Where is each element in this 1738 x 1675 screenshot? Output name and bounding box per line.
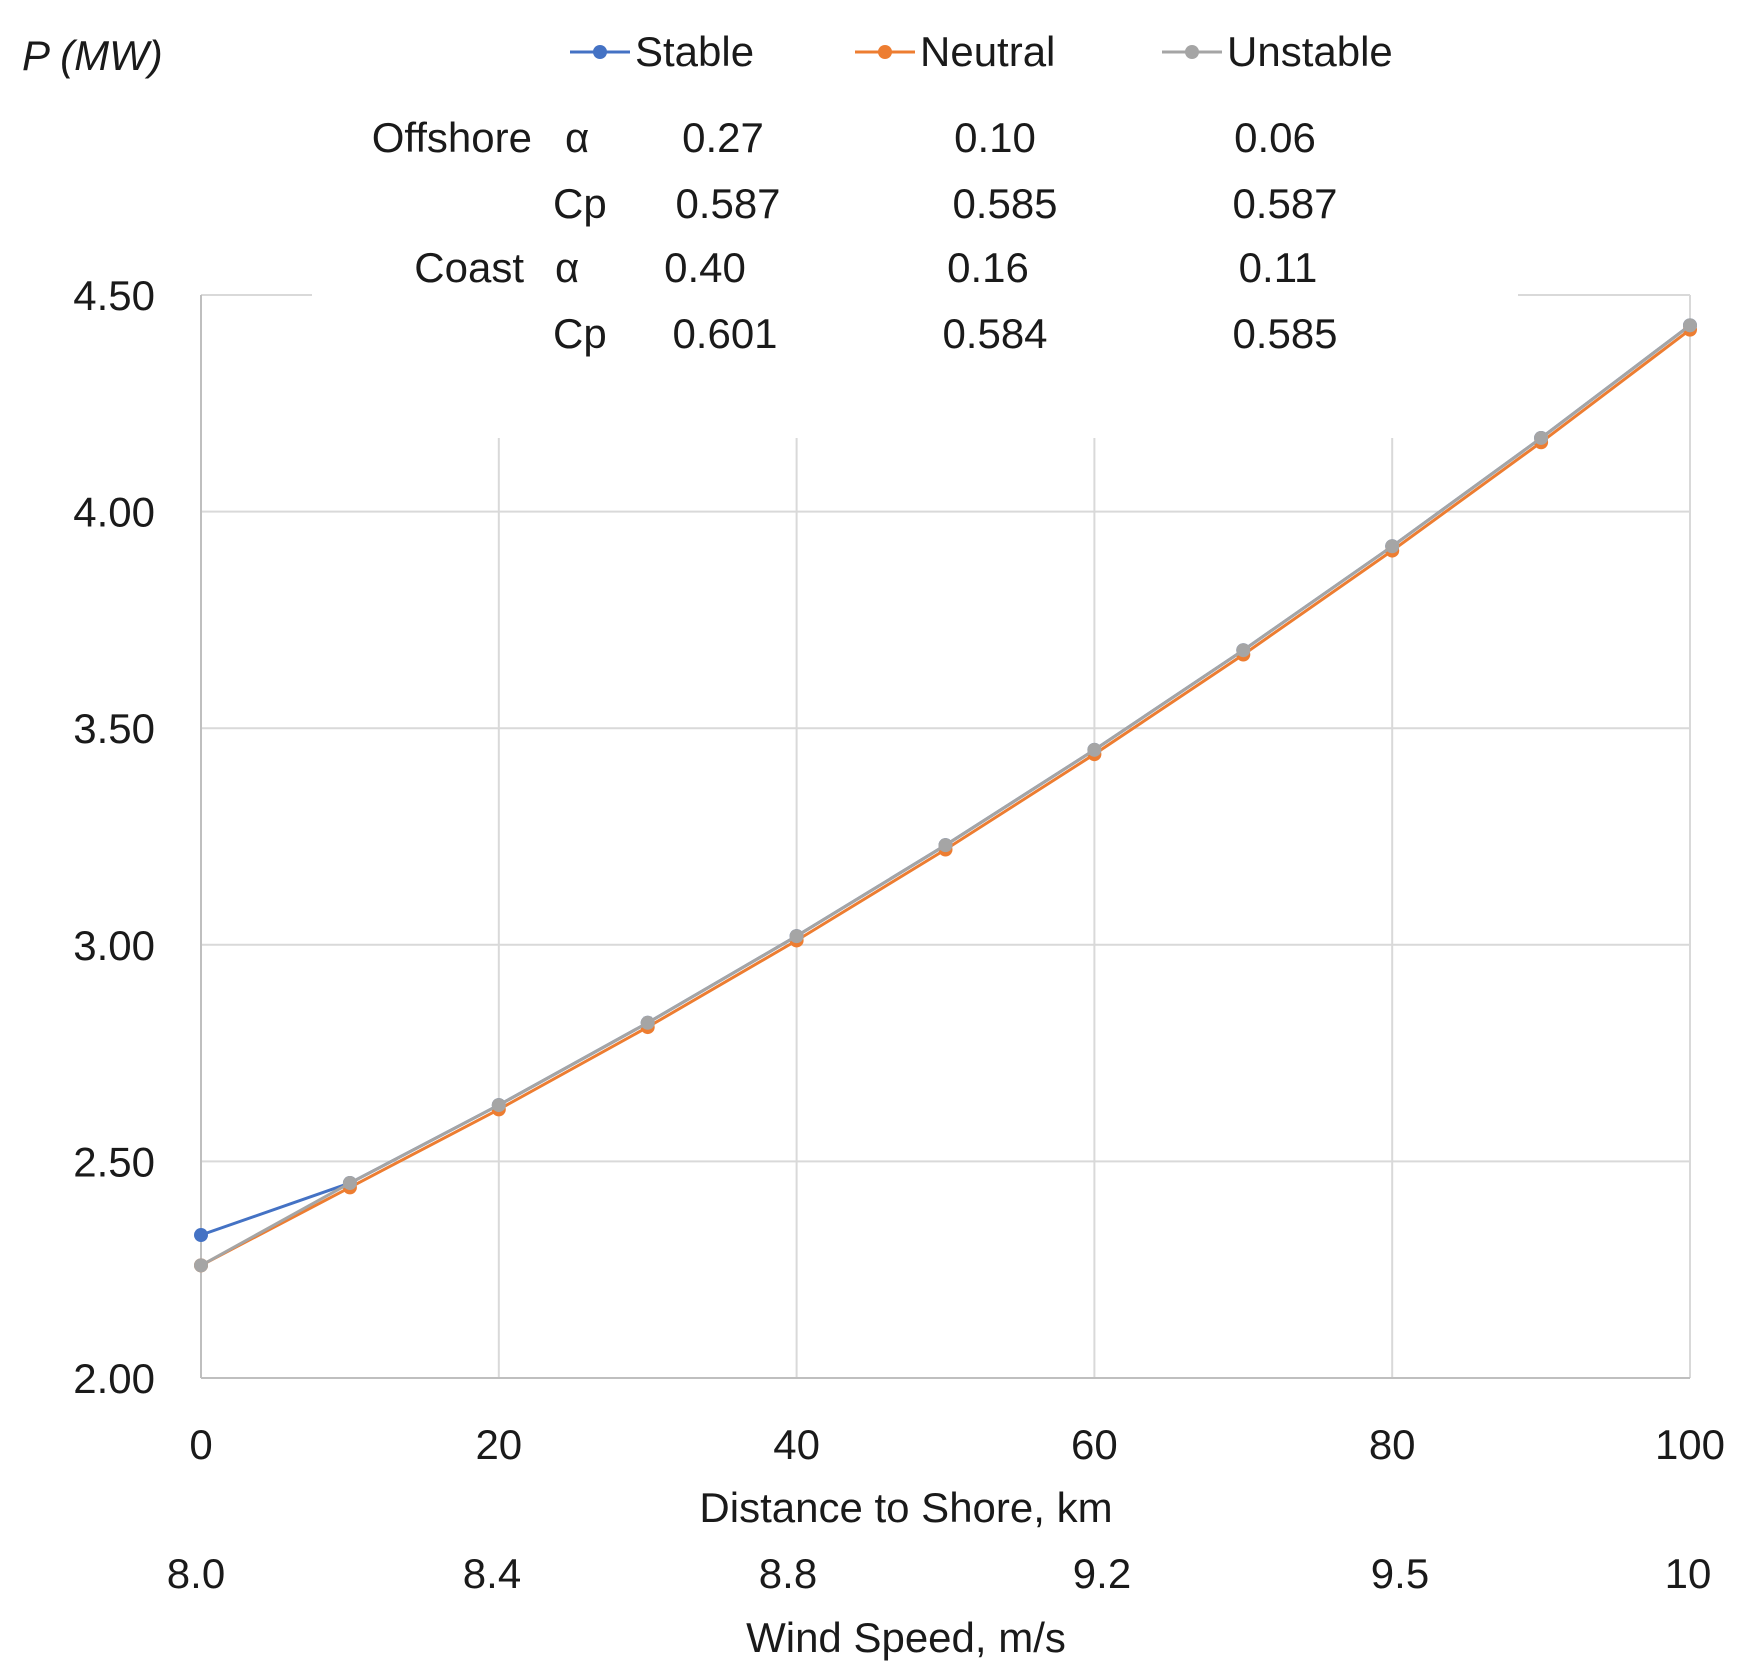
x2-tick-label: 9.5 xyxy=(1371,1550,1429,1597)
table-value: 0.585 xyxy=(1232,310,1337,357)
x2-tick-label: 8.8 xyxy=(759,1550,817,1597)
data-point-unstable xyxy=(789,929,804,944)
data-point-unstable xyxy=(1236,643,1251,658)
x2-tick-label: 9.2 xyxy=(1073,1550,1131,1597)
axes xyxy=(200,295,1690,1379)
y-tick-label: 3.00 xyxy=(73,922,155,969)
data-point-unstable xyxy=(1534,430,1549,445)
legend-label-unstable: Unstable xyxy=(1227,28,1393,75)
table-background xyxy=(312,270,1518,438)
legend-marker-neutral xyxy=(878,45,892,59)
x2-tick-label: 10 xyxy=(1665,1550,1712,1597)
x-tick-label: 80 xyxy=(1369,1421,1416,1468)
x-tick-label: 20 xyxy=(475,1421,522,1468)
series-layer xyxy=(194,318,1697,1273)
table-value: 0.11 xyxy=(1239,244,1318,291)
y-tick-label: 4.50 xyxy=(73,272,155,319)
parameter-table: Offshore α 0.27 0.10 0.06 Cp 0.587 0.585 0.587 Co… xyxy=(372,114,1338,357)
table-value: 0.16 xyxy=(947,244,1029,291)
y-tick-label: 3.50 xyxy=(73,705,155,752)
x-tick-label: 40 xyxy=(773,1421,820,1468)
data-point-unstable xyxy=(640,1015,655,1030)
y-tick-label: 2.50 xyxy=(73,1138,155,1185)
x-tick-label: 100 xyxy=(1655,1421,1725,1468)
y-tick-label: 2.00 xyxy=(73,1355,155,1402)
x-tick-label: 60 xyxy=(1071,1421,1118,1468)
table-param-label: Cp xyxy=(553,310,607,357)
table-param-label: Cp xyxy=(553,180,607,227)
x2-tick-label: 8.4 xyxy=(463,1550,521,1597)
table-param-label: α xyxy=(565,114,589,161)
table-value: 0.601 xyxy=(672,310,777,357)
data-point-unstable xyxy=(1087,742,1102,757)
table-value: 0.587 xyxy=(1232,180,1337,227)
table-value: 0.10 xyxy=(954,114,1036,161)
x2-tick-label: 8.0 xyxy=(167,1550,225,1597)
table-value: 0.584 xyxy=(942,310,1047,357)
tick-labels: 2.00 2.50 3.00 3.50 4.00 4.50 0 20 40 60 80 100 8.0 8… xyxy=(73,272,1725,1597)
legend-label-neutral: Neutral xyxy=(920,28,1055,75)
legend: Stable Neutral Unstable xyxy=(570,28,1393,75)
table-value: 0.27 xyxy=(682,114,764,161)
data-point-unstable xyxy=(1385,539,1400,554)
data-point-stable xyxy=(194,1228,208,1243)
y-axis-title: P (MW) xyxy=(22,32,163,79)
data-point-unstable xyxy=(1683,318,1697,333)
x2-axis-title: Wind Speed, m/s xyxy=(746,1614,1066,1661)
table-value: 0.587 xyxy=(675,180,780,227)
table-value: 0.585 xyxy=(952,180,1057,227)
table-value: 0.06 xyxy=(1234,114,1316,161)
table-group-label: Offshore xyxy=(372,114,532,161)
x-axis-title: Distance to Shore, km xyxy=(699,1484,1112,1531)
y-tick-label: 4.00 xyxy=(73,489,155,536)
legend-marker-unstable xyxy=(1185,45,1199,59)
table-value: 0.40 xyxy=(664,244,746,291)
data-point-unstable xyxy=(342,1176,357,1191)
legend-label-stable: Stable xyxy=(635,28,754,75)
data-point-unstable xyxy=(491,1098,506,1113)
table-group-label: Coast xyxy=(414,244,524,291)
x-tick-label: 0 xyxy=(189,1421,212,1468)
table-param-label: α xyxy=(555,244,579,291)
legend-marker-stable xyxy=(593,45,607,59)
data-point-unstable xyxy=(938,838,953,853)
data-point-unstable xyxy=(194,1258,208,1273)
